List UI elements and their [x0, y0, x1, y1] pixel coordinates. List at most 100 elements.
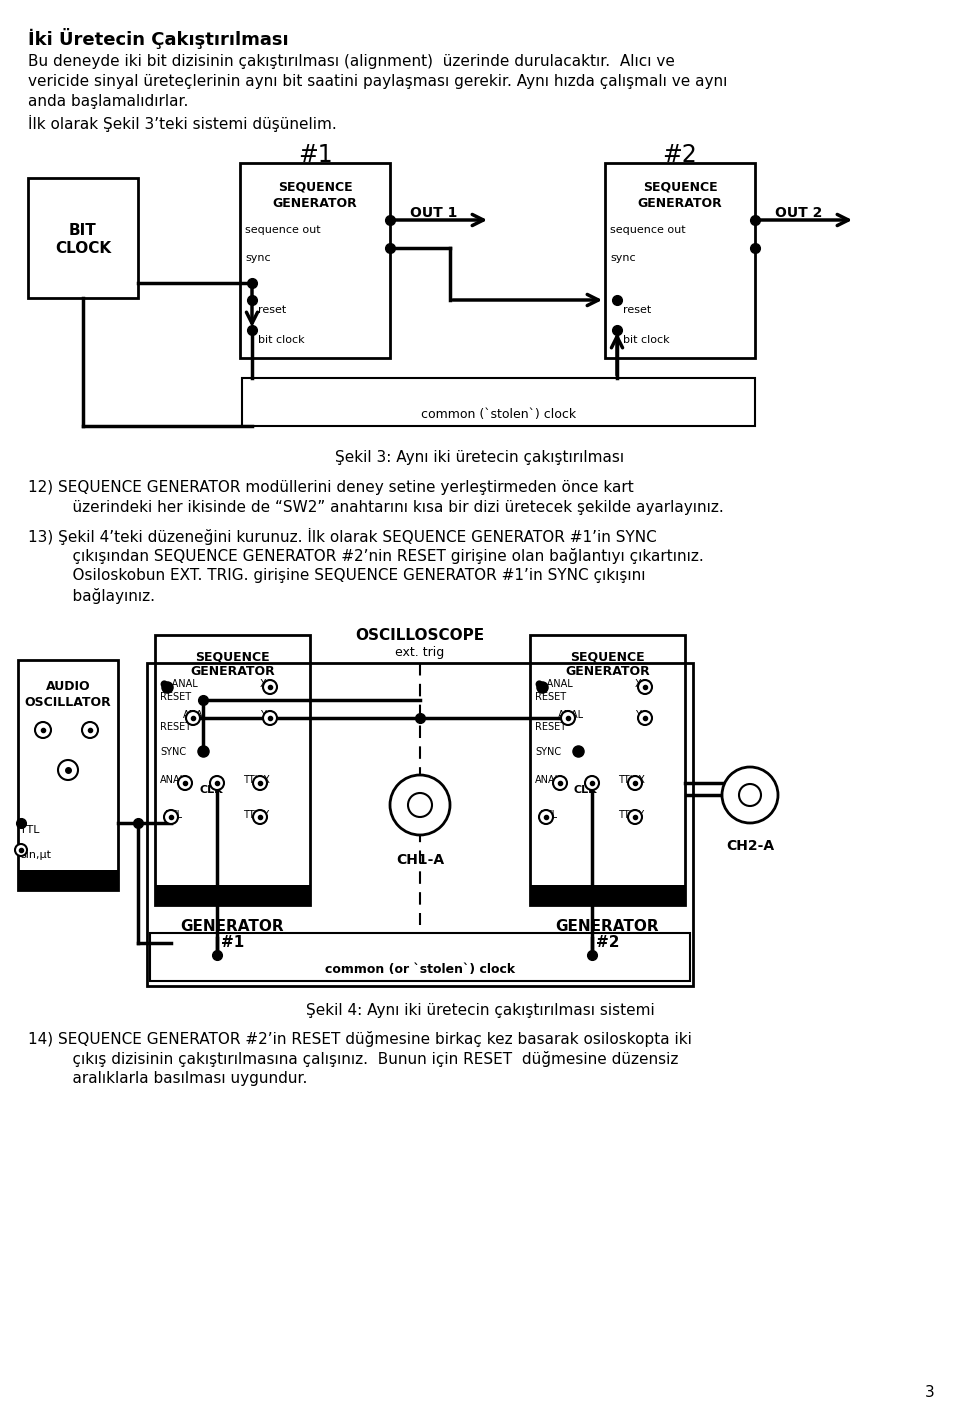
- Text: GENERATOR: GENERATOR: [273, 197, 357, 210]
- Bar: [242, 377, 755, 427]
- Text: 14) SEQUENCE GENERATOR #2’in RESET düğmesine birkaç kez basarak osiloskopta iki: 14) SEQUENCE GENERATOR #2’in RESET düğme…: [28, 1031, 692, 1048]
- Circle shape: [186, 711, 200, 725]
- Bar: [147, 663, 693, 986]
- Circle shape: [58, 760, 78, 780]
- Text: bit clock: bit clock: [623, 335, 670, 345]
- Circle shape: [539, 810, 553, 824]
- Text: TTL Y: TTL Y: [618, 810, 644, 819]
- Text: GENERATOR: GENERATOR: [637, 197, 722, 210]
- Text: RESET: RESET: [160, 691, 191, 703]
- Bar: [18, 870, 118, 890]
- Circle shape: [253, 776, 267, 790]
- Text: SEQUENCE: SEQUENCE: [195, 650, 270, 665]
- Text: X: X: [635, 679, 641, 689]
- Text: sin,μt: sin,μt: [20, 850, 51, 860]
- Circle shape: [408, 793, 432, 817]
- Text: OSCILLOSCOPE: OSCILLOSCOPE: [355, 628, 485, 643]
- Text: ANAL: ANAL: [558, 710, 584, 719]
- Text: #2: #2: [662, 144, 697, 168]
- Text: TTL: TTL: [165, 810, 182, 819]
- Text: OSCILLATOR: OSCILLATOR: [25, 696, 111, 710]
- Text: anda başlamalıdırlar.: anda başlamalıdırlar.: [28, 94, 188, 108]
- Text: çıkışından SEQUENCE GENERATOR #2’nin RESET girişine olan bağlantıyı çıkartınız.: çıkışından SEQUENCE GENERATOR #2’nin RES…: [53, 548, 704, 565]
- Text: GENERATOR: GENERATOR: [565, 665, 650, 679]
- Text: CH2-A: CH2-A: [726, 839, 774, 853]
- Text: üzerindeki her ikisinde de “SW2” anahtarını kısa bir dizi üretecek şekilde ayarl: üzerindeki her ikisinde de “SW2” anahtar…: [53, 500, 724, 515]
- Text: Y: Y: [635, 710, 641, 719]
- Text: #1: #1: [298, 144, 332, 168]
- Circle shape: [263, 680, 277, 694]
- Text: ● ANAL: ● ANAL: [535, 679, 573, 689]
- Text: CLK: CLK: [574, 786, 598, 796]
- Text: TTL Y: TTL Y: [243, 810, 269, 819]
- Text: vericide sinyal üreteçlerinin aynı bit saatini paylaşması gerekir. Aynı hızda ça: vericide sinyal üreteçlerinin aynı bit s…: [28, 75, 728, 89]
- Text: TTL: TTL: [540, 810, 557, 819]
- Text: #2: #2: [596, 935, 619, 950]
- Circle shape: [638, 680, 652, 694]
- Text: 12) SEQUENCE GENERATOR modüllerini deney setine yerleştirmeden önce kart: 12) SEQUENCE GENERATOR modüllerini deney…: [28, 480, 634, 496]
- Text: ANAL: ANAL: [160, 774, 186, 786]
- Text: Şekil 4: Aynı iki üretecin çakıştırılması sistemi: Şekil 4: Aynı iki üretecin çakıştırılmas…: [305, 1002, 655, 1018]
- Text: GENERATOR: GENERATOR: [556, 919, 660, 934]
- Text: GENERATOR: GENERATOR: [180, 919, 284, 934]
- Bar: [530, 635, 685, 905]
- Circle shape: [164, 810, 178, 824]
- Bar: [605, 163, 755, 358]
- Text: sequence out: sequence out: [610, 225, 685, 235]
- Text: OUT 2: OUT 2: [775, 206, 823, 220]
- Bar: [530, 886, 685, 905]
- Bar: [155, 635, 310, 905]
- Text: Y: Y: [260, 710, 266, 719]
- Circle shape: [638, 711, 652, 725]
- Text: CLOCK: CLOCK: [55, 241, 111, 256]
- Text: Osiloskobun EXT. TRIG. girişine SEQUENCE GENERATOR #1’in SYNC çıkışını: Osiloskobun EXT. TRIG. girişine SEQUENCE…: [53, 567, 645, 583]
- Text: SEQUENCE: SEQUENCE: [570, 650, 645, 665]
- Circle shape: [263, 711, 277, 725]
- Bar: [28, 177, 138, 298]
- Text: common (`stolen`) clock: common (`stolen`) clock: [420, 408, 576, 421]
- Text: 13) Şekil 4’teki düzeneğini kurunuz. İlk olarak SEQUENCE GENERATOR #1’in SYNC: 13) Şekil 4’teki düzeneğini kurunuz. İlk…: [28, 528, 657, 545]
- Text: 3: 3: [925, 1385, 935, 1400]
- Text: common (or `stolen`) clock: common (or `stolen`) clock: [324, 963, 516, 976]
- Text: AUDIO: AUDIO: [46, 680, 90, 693]
- Text: RESET: RESET: [535, 722, 566, 732]
- Text: OUT 1: OUT 1: [410, 206, 457, 220]
- Text: reset: reset: [258, 306, 286, 315]
- Text: sync: sync: [610, 253, 636, 263]
- Text: bağlayınız.: bağlayınız.: [53, 589, 155, 604]
- Bar: [155, 886, 310, 905]
- Text: SEQUENCE: SEQUENCE: [277, 182, 352, 194]
- Circle shape: [35, 722, 51, 738]
- Circle shape: [253, 810, 267, 824]
- Text: SYNC: SYNC: [535, 748, 562, 758]
- Circle shape: [553, 776, 567, 790]
- Text: GENERATOR: GENERATOR: [190, 665, 275, 679]
- Text: Bu deneyde iki bit dizisinin çakıştırılması (alignment)  üzerinde durulacaktır. : Bu deneyde iki bit dizisinin çakıştırılm…: [28, 54, 675, 69]
- Text: X: X: [260, 679, 267, 689]
- Text: ANAL: ANAL: [183, 710, 209, 719]
- Text: TTL X: TTL X: [243, 774, 270, 786]
- Text: TTL X: TTL X: [618, 774, 645, 786]
- Text: RESET: RESET: [160, 722, 191, 732]
- Text: aralıklarla basılması uygundur.: aralıklarla basılması uygundur.: [53, 1071, 307, 1086]
- Circle shape: [628, 776, 642, 790]
- Circle shape: [561, 711, 575, 725]
- Text: ANAL: ANAL: [535, 774, 562, 786]
- Text: sequence out: sequence out: [245, 225, 321, 235]
- Bar: [18, 660, 118, 890]
- Circle shape: [82, 722, 98, 738]
- Text: çıkış dizisinin çakıştırılmasına çalışınız.  Bunun için RESET  düğmesine düzensi: çıkış dizisinin çakıştırılmasına çalışın…: [53, 1050, 679, 1067]
- Text: CLK: CLK: [199, 786, 223, 796]
- Circle shape: [15, 843, 27, 856]
- Text: ● ANAL: ● ANAL: [160, 679, 198, 689]
- Text: ext. trig: ext. trig: [396, 646, 444, 659]
- Text: İlk olarak Şekil 3’teki sistemi düşünelim.: İlk olarak Şekil 3’teki sistemi düşüneli…: [28, 115, 337, 132]
- Bar: [240, 163, 390, 358]
- Circle shape: [628, 810, 642, 824]
- Text: CH1-A: CH1-A: [396, 853, 444, 867]
- Circle shape: [585, 776, 599, 790]
- Circle shape: [722, 767, 778, 824]
- Text: SYNC: SYNC: [160, 748, 186, 758]
- Circle shape: [390, 774, 450, 835]
- Text: İki Üretecin Çakıştırılması: İki Üretecin Çakıştırılması: [28, 28, 289, 49]
